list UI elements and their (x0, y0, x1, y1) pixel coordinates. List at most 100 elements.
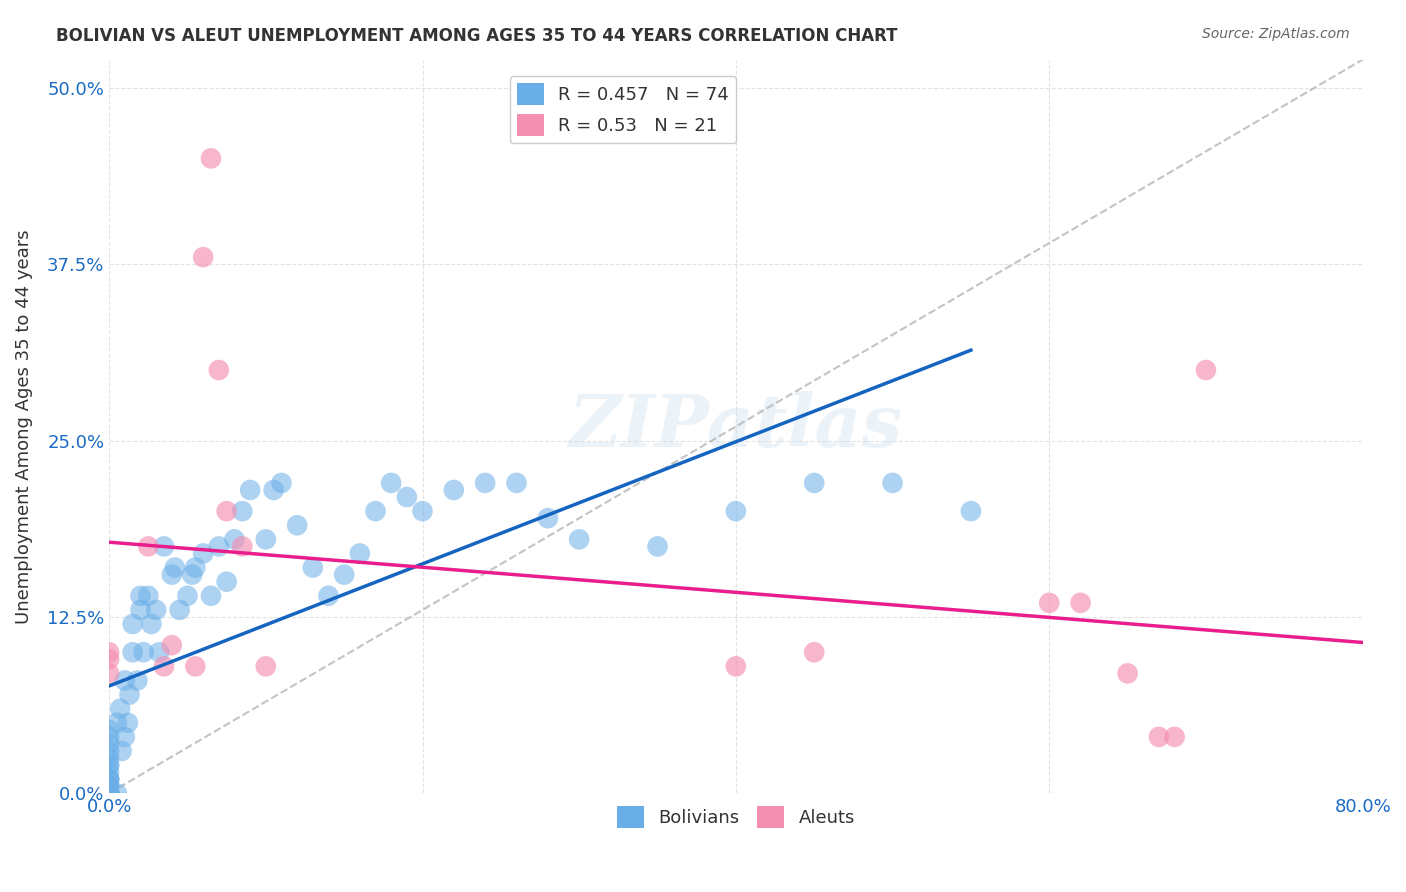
Point (118, 688, 141, 702)
Point (98, 765, 121, 780)
Point (537, 511, 560, 525)
Point (364, 504, 387, 518)
Point (98, 723, 121, 737)
Point (474, 475, 496, 490)
Point (153, 540, 176, 554)
Point (724, 504, 747, 518)
Point (98, 786, 121, 800)
Point (98, 786, 121, 800)
Point (208, 540, 231, 554)
Point (191, 546, 214, 560)
Point (231, 504, 253, 518)
Point (98, 645, 121, 659)
Point (215, 504, 238, 518)
Point (208, 363, 231, 377)
Point (568, 533, 591, 547)
Point (98, 772, 121, 787)
Point (200, 589, 222, 603)
Point (181, 567, 204, 582)
Point (647, 540, 669, 554)
Point (333, 567, 356, 582)
Point (98, 772, 121, 787)
Point (169, 603, 191, 617)
Point (105, 786, 128, 800)
Point (239, 483, 262, 497)
Point (1163, 730, 1185, 744)
Point (98, 751, 121, 765)
Point (380, 475, 402, 490)
Point (254, 533, 277, 547)
Point (98, 786, 121, 800)
Point (127, 673, 149, 688)
Point (231, 540, 253, 554)
Point (318, 589, 340, 603)
Point (224, 533, 246, 547)
Point (349, 546, 371, 560)
Text: ZIPatlas: ZIPatlas (569, 391, 903, 462)
Point (191, 250, 214, 264)
Point (98, 730, 121, 744)
Point (129, 589, 152, 603)
Point (98, 666, 121, 681)
Point (270, 475, 292, 490)
Point (98, 652, 121, 666)
Point (200, 152, 222, 166)
Point (105, 715, 128, 730)
Point (724, 659, 747, 673)
Point (136, 540, 159, 554)
Point (145, 603, 167, 617)
Point (254, 659, 277, 673)
Point (882, 475, 904, 490)
Point (285, 518, 308, 533)
Point (98, 758, 121, 772)
Point (108, 701, 131, 715)
Point (114, 673, 136, 688)
Point (184, 659, 207, 673)
Point (263, 483, 285, 497)
Point (98, 786, 121, 800)
Point (121, 645, 143, 659)
Point (1038, 596, 1060, 610)
Point (176, 589, 198, 603)
Point (160, 638, 183, 652)
Point (121, 617, 143, 632)
Y-axis label: Unemployment Among Ages 35 to 44 years: Unemployment Among Ages 35 to 44 years (15, 229, 32, 624)
Text: BOLIVIAN VS ALEUT UNEMPLOYMENT AMONG AGES 35 TO 44 YEARS CORRELATION CHART: BOLIVIAN VS ALEUT UNEMPLOYMENT AMONG AGE… (56, 27, 898, 45)
Point (1195, 363, 1218, 377)
Point (215, 574, 238, 589)
Point (1070, 596, 1092, 610)
Point (98, 744, 121, 758)
Point (98, 786, 121, 800)
Point (153, 659, 176, 673)
Point (98, 758, 121, 772)
Text: Source: ZipAtlas.com: Source: ZipAtlas.com (1202, 27, 1350, 41)
Legend: Bolivians, Aleuts: Bolivians, Aleuts (609, 799, 862, 836)
Point (184, 560, 207, 574)
Point (411, 504, 433, 518)
Point (803, 645, 825, 659)
Point (98, 779, 121, 793)
Point (111, 744, 134, 758)
Point (160, 567, 183, 582)
Point (505, 475, 527, 490)
Point (803, 475, 825, 490)
Point (136, 589, 159, 603)
Point (114, 730, 136, 744)
Point (163, 560, 186, 574)
Point (98, 786, 121, 800)
Point (1147, 730, 1170, 744)
Point (148, 645, 170, 659)
Point (98, 786, 121, 800)
Point (117, 715, 139, 730)
Point (443, 483, 465, 497)
Point (301, 560, 323, 574)
Point (98, 772, 121, 787)
Point (395, 490, 418, 504)
Point (1116, 666, 1139, 681)
Point (129, 603, 152, 617)
Point (98, 779, 121, 793)
Point (132, 645, 155, 659)
Point (141, 617, 163, 632)
Point (960, 504, 983, 518)
Point (98, 737, 121, 751)
